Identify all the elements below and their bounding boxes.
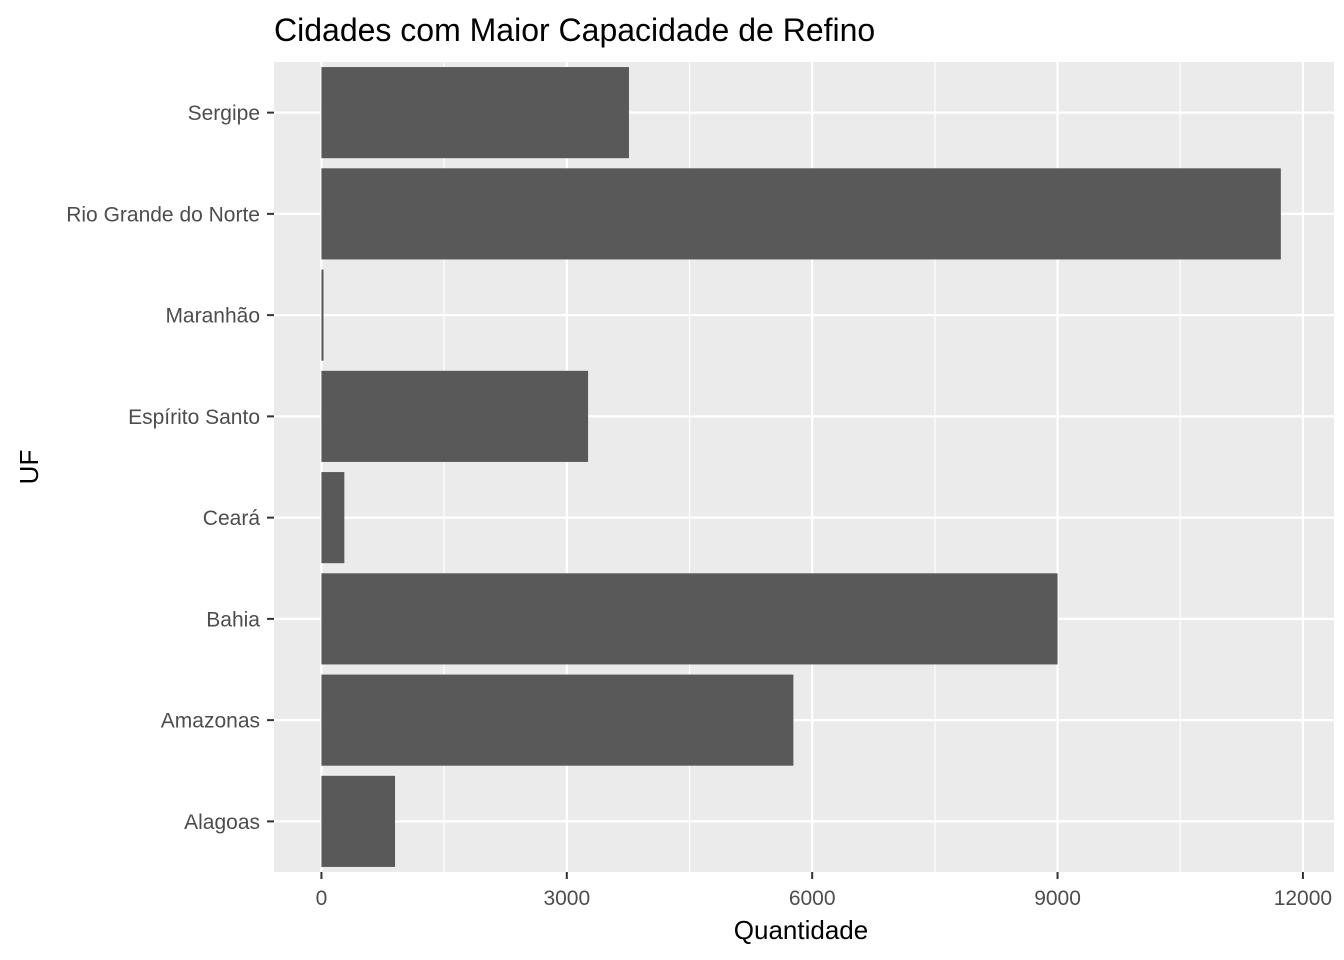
- x-axis-title: Quantidade: [734, 915, 868, 945]
- x-tick-label: 6000: [789, 887, 836, 910]
- bar-amazonas: [321, 674, 794, 766]
- x-axis: 0 3000 6000 9000 12000: [316, 872, 1332, 910]
- y-axis: Alagoas Amazonas Bahia Ceará Espírito Santo M…: [66, 102, 274, 834]
- x-tick-label: 12000: [1274, 887, 1332, 910]
- x-tick-label: 3000: [543, 887, 590, 910]
- y-tick-label: Espírito Santo: [128, 406, 260, 429]
- y-axis-title: UF: [14, 450, 44, 485]
- chart-title: Cidades com Maior Capacidade de Refino: [274, 12, 875, 48]
- bar-sergipe: [321, 67, 629, 159]
- bar-rio-grande-do-norte: [321, 168, 1281, 260]
- x-tick-label: 0: [316, 887, 328, 910]
- y-tick-label: Maranhão: [165, 305, 260, 328]
- y-tick-label: Ceará: [203, 507, 261, 530]
- y-tick-label: Bahia: [206, 608, 260, 631]
- bar-bahia: [321, 573, 1058, 665]
- x-tick-label: 9000: [1034, 887, 1081, 910]
- y-tick-label: Sergipe: [188, 102, 260, 125]
- y-tick-label: Alagoas: [184, 811, 260, 834]
- y-tick-label: Amazonas: [161, 710, 260, 733]
- bar-maranhão: [321, 269, 324, 361]
- bar-alagoas: [321, 775, 396, 867]
- bar-ceará: [321, 472, 345, 564]
- y-tick-label: Rio Grande do Norte: [66, 203, 260, 226]
- bar-espírito-santo: [321, 370, 589, 462]
- bars: [321, 67, 1281, 867]
